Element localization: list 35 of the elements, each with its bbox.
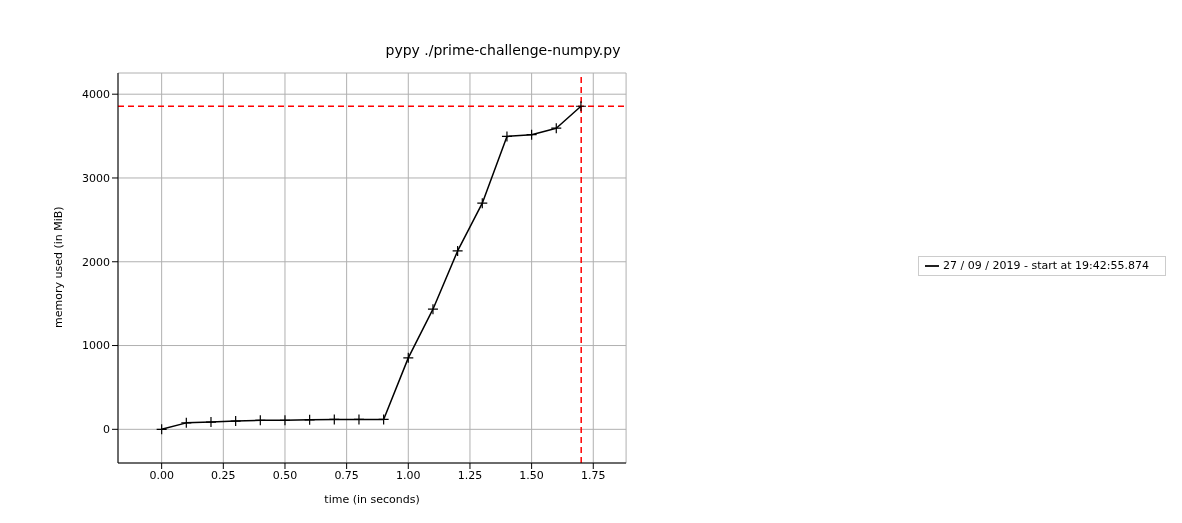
y-tick-label: 0 xyxy=(103,423,110,437)
point xyxy=(402,352,414,364)
x-axis-title: time (in seconds) xyxy=(324,493,420,506)
x-tick-label: 0.75 xyxy=(334,468,359,482)
point xyxy=(230,415,242,427)
x-tick-label: 1.50 xyxy=(519,468,544,482)
point xyxy=(304,414,316,426)
x-tick-label: 0.00 xyxy=(149,468,174,482)
point xyxy=(205,416,217,428)
point xyxy=(353,413,365,426)
point xyxy=(476,197,488,209)
point xyxy=(279,414,291,426)
x-tick-label: 1.75 xyxy=(581,468,606,482)
point xyxy=(550,122,562,134)
point xyxy=(328,413,340,426)
point xyxy=(254,414,266,426)
y-tick-label: 4000 xyxy=(82,88,110,102)
x-tick-label: 0.25 xyxy=(211,468,236,482)
chart-title: pypy ./prime-challenge-numpy.py xyxy=(384,42,622,58)
point xyxy=(526,129,538,141)
point xyxy=(501,130,513,143)
y-tick-label: 2000 xyxy=(82,255,110,269)
point xyxy=(452,245,464,257)
y-tick-label: 3000 xyxy=(82,171,110,185)
point xyxy=(427,303,439,315)
x-tick-label: 0.50 xyxy=(272,468,298,482)
y-axis-title: memory used (in MiB) xyxy=(51,206,65,328)
y-tick-label: 1000 xyxy=(82,339,110,353)
point xyxy=(180,417,192,429)
legend-label: 27 / 09 / 2019 - start at 19:42:55.874 xyxy=(943,258,1149,272)
point xyxy=(156,423,168,435)
x-tick-label: 1.25 xyxy=(457,468,483,482)
point xyxy=(575,100,587,112)
x-tick-label: 1.00 xyxy=(396,468,421,482)
point xyxy=(378,413,390,426)
